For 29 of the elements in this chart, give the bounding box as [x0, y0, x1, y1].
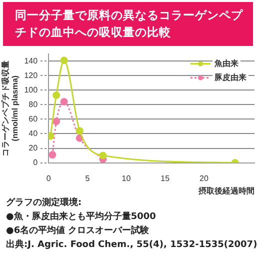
x-tick-label: 15: [160, 174, 170, 183]
point: [76, 127, 84, 135]
legend-label: 豚皮由来: [214, 72, 246, 82]
y-tick-label: 20: [28, 143, 38, 152]
x-axis-title: 摂取後経過時間: [198, 186, 254, 196]
y-tick-label: 60: [28, 114, 38, 124]
x-tick-label: 5: [85, 174, 90, 183]
point: [52, 91, 60, 99]
y-tick-label: 100: [24, 85, 38, 94]
point: [60, 56, 68, 64]
x-tick-label: 0: [46, 174, 52, 183]
x-tick-label: 10: [122, 174, 132, 183]
point: [48, 151, 56, 159]
y-tick-label: 80: [28, 100, 38, 109]
source-note: 出典:J. Agric. Food Chem., 55(4), 1532-1535(2007): [6, 238, 258, 252]
point: [52, 118, 60, 126]
point: [99, 152, 107, 160]
chart-title: 同一分子量で原料の異なるコラーゲンペプチドの血中への吸収量の比較: [3, 2, 253, 46]
y-axis-title: コラーゲンペプチド吸収量 (nmol/ml plasma): [1, 60, 20, 156]
y-tick-label: 120: [24, 70, 38, 80]
text: ●6名の平均値 クロスオーバー試験: [6, 224, 150, 238]
legend-label: 魚由来: [214, 58, 238, 68]
y-tick-label: 40: [28, 128, 38, 138]
point: [60, 98, 68, 106]
y-tick-label: 140: [24, 56, 38, 66]
y-tick-label: 0: [33, 158, 38, 168]
text: グラフの測定環境:: [6, 196, 83, 210]
x-tick-label: 20: [200, 174, 209, 183]
text: ●魚・豚皮由来とも平均分子量5000: [6, 210, 157, 224]
